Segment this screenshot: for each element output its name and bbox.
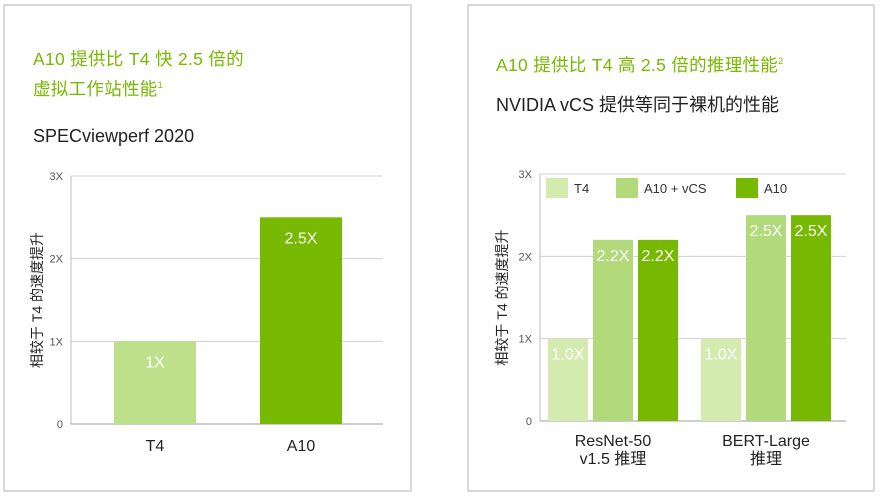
bar-a10 <box>638 239 678 421</box>
y-tick-label: 0 <box>57 419 63 431</box>
legend-label: A10 + vCS <box>644 181 707 196</box>
bar-data-label: 2.2X <box>597 248 630 265</box>
left-heading: A10 提供比 T4 快 2.5 倍的 虚拟工作站性能1 <box>33 46 244 102</box>
right-subtitle: NVIDIA vCS 提供等同于裸机的性能 <box>496 95 780 115</box>
y-tick-label: 2X <box>519 251 533 263</box>
x-category-label: BERT-Large <box>722 433 810 450</box>
bar-data-label: 2.2X <box>642 248 675 265</box>
bar-data-label: 2.5X <box>795 223 828 240</box>
bar-a10-vcs <box>746 215 786 421</box>
bar-data-label: 1.0X <box>705 347 738 364</box>
footnote-marker: 2 <box>778 56 784 66</box>
y-tick-label: 1X <box>50 336 64 348</box>
y-tick-label: 0 <box>526 416 532 428</box>
x-category-label: v1.5 推理 <box>580 450 647 468</box>
y-tick-label: 3X <box>50 171 64 183</box>
legend-label: A10 <box>764 181 787 196</box>
x-category-label: 推理 <box>750 450 782 468</box>
y-tick-label: 2X <box>50 254 64 266</box>
left-heading-line1: A10 提供比 T4 快 2.5 倍的 <box>33 49 244 69</box>
x-category-label: T4 <box>146 438 165 455</box>
bar-a10 <box>791 215 831 421</box>
legend-swatch <box>616 178 638 198</box>
left-heading-line2: 虚拟工作站性能1 <box>33 78 163 99</box>
legend-label: T4 <box>574 181 589 196</box>
y-tick-label: 1X <box>519 334 533 346</box>
bar-a10 <box>260 217 342 424</box>
bar-t4 <box>701 338 741 421</box>
bar-t4 <box>114 341 196 424</box>
x-category-label: ResNet-50 <box>575 433 652 450</box>
y-axis-title: 相较于 T4 的速度提升 <box>29 232 45 368</box>
x-category-label: A10 <box>287 438 316 455</box>
bar-data-label: 1X <box>145 354 165 371</box>
y-axis-title: 相较于 T4 的速度提升 <box>494 229 510 365</box>
right-heading: A10 提供比 T4 高 2.5 倍的推理性能2 <box>496 54 784 75</box>
bar-t4 <box>548 338 588 421</box>
legend-swatch <box>546 178 568 198</box>
bar-data-label: 2.5X <box>750 223 783 240</box>
bar-a10-vcs <box>593 239 633 421</box>
bar-data-label: 2.5X <box>285 230 318 247</box>
legend-swatch <box>736 178 758 198</box>
left-subtitle: SPECviewperf 2020 <box>33 126 195 146</box>
y-tick-label: 3X <box>519 169 533 181</box>
bar-data-label: 1.0X <box>552 347 585 364</box>
footnote-marker: 1 <box>157 80 163 90</box>
